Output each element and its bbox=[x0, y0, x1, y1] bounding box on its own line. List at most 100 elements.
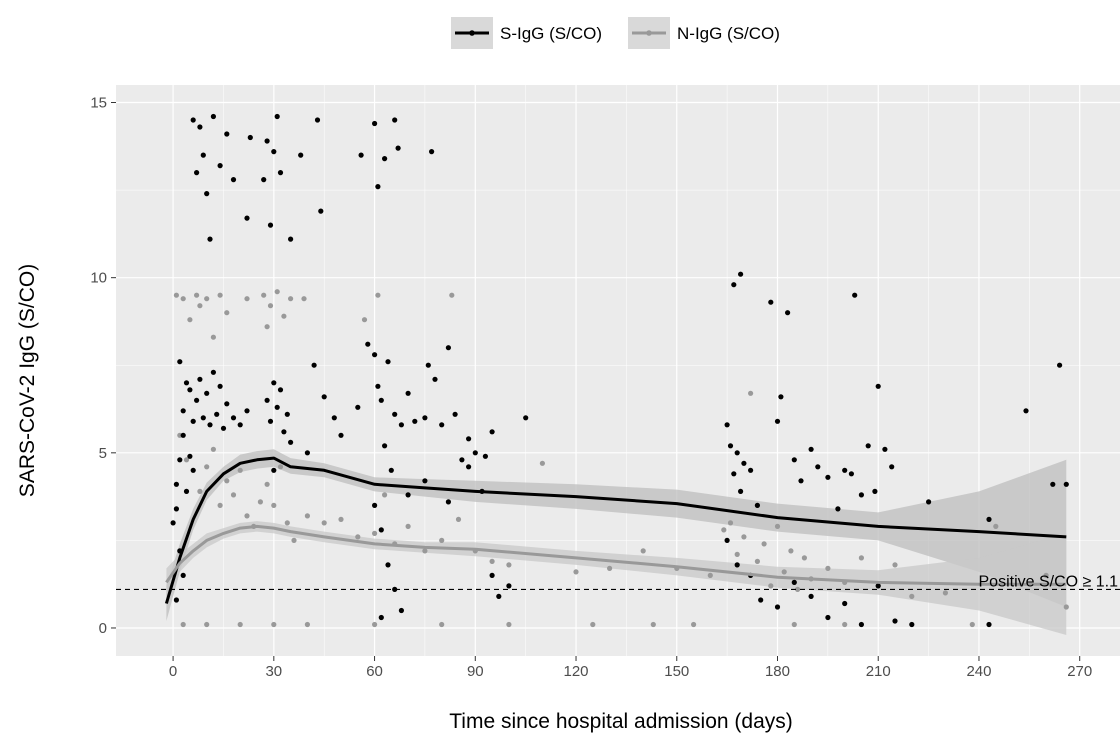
data-point-0 bbox=[926, 499, 932, 505]
data-point-0 bbox=[180, 432, 186, 438]
data-point-0 bbox=[986, 516, 992, 523]
data-point-0 bbox=[459, 457, 465, 463]
x-tick-label: 240 bbox=[966, 663, 991, 680]
data-point-0 bbox=[1063, 481, 1069, 487]
data-point-1 bbox=[721, 527, 727, 533]
x-tick-label: 60 bbox=[366, 663, 383, 680]
data-point-0 bbox=[1050, 481, 1056, 487]
data-point-1 bbox=[795, 586, 801, 593]
data-point-1 bbox=[267, 303, 274, 309]
data-point-0 bbox=[197, 376, 203, 382]
data-point-0 bbox=[173, 597, 179, 603]
data-point-0 bbox=[355, 404, 361, 410]
confidence-bands bbox=[166, 449, 1067, 635]
data-point-0 bbox=[724, 422, 730, 428]
x-tick-label: 180 bbox=[765, 663, 790, 680]
data-point-0 bbox=[372, 502, 378, 508]
data-point-1 bbox=[183, 457, 190, 463]
y-tick-label: 10 bbox=[90, 270, 107, 287]
data-point-0 bbox=[774, 604, 781, 610]
data-point-0 bbox=[439, 422, 445, 428]
data-point-0 bbox=[217, 383, 223, 389]
data-point-0 bbox=[170, 520, 176, 526]
data-point-0 bbox=[375, 383, 381, 389]
data-point-0 bbox=[858, 492, 865, 498]
data-point-1 bbox=[304, 621, 310, 628]
data-point-1 bbox=[640, 548, 646, 554]
data-point-1 bbox=[271, 502, 277, 508]
data-point-0 bbox=[798, 478, 804, 484]
data-point-1 bbox=[204, 464, 210, 470]
data-point-0 bbox=[731, 282, 737, 288]
legend-key-point-0 bbox=[469, 30, 475, 36]
data-point-0 bbox=[177, 457, 183, 463]
data-point-0 bbox=[385, 562, 391, 568]
data-point-1 bbox=[288, 296, 294, 302]
legend-label-0: S-IgG (S/CO) bbox=[500, 24, 602, 43]
data-point-0 bbox=[183, 488, 190, 494]
data-point-0 bbox=[758, 597, 764, 603]
data-point-0 bbox=[200, 415, 206, 421]
data-point-0 bbox=[177, 359, 183, 365]
data-point-0 bbox=[298, 152, 304, 158]
data-point-0 bbox=[372, 120, 378, 127]
x-tick-label: 210 bbox=[866, 663, 891, 680]
data-point-0 bbox=[365, 341, 371, 347]
data-point-1 bbox=[180, 621, 186, 628]
x-axis-ticks: 0 30 60 90 120 150 180 210 240 270 bbox=[169, 656, 1092, 680]
data-point-1 bbox=[825, 565, 831, 572]
data-point-1 bbox=[727, 520, 734, 526]
data-point-0 bbox=[392, 117, 398, 123]
data-point-1 bbox=[244, 296, 250, 302]
data-point-0 bbox=[768, 299, 774, 305]
data-point-1 bbox=[264, 481, 270, 487]
data-point-1 bbox=[180, 296, 186, 302]
data-point-0 bbox=[405, 390, 411, 396]
data-point-0 bbox=[734, 562, 740, 568]
data-point-1 bbox=[257, 499, 263, 505]
data-point-1 bbox=[754, 558, 761, 565]
data-point-0 bbox=[741, 460, 747, 466]
data-point-0 bbox=[875, 383, 881, 389]
data-point-1 bbox=[741, 534, 747, 540]
data-point-0 bbox=[432, 376, 438, 382]
data-point-0 bbox=[288, 236, 294, 242]
data-point-0 bbox=[842, 467, 848, 473]
data-point-1 bbox=[942, 590, 949, 596]
data-point-0 bbox=[466, 436, 472, 442]
data-point-0 bbox=[489, 572, 495, 579]
data-point-0 bbox=[271, 467, 277, 473]
data-point-0 bbox=[445, 345, 451, 351]
reference-line-label: Positive S/CO ≥ 1.1 bbox=[979, 573, 1119, 590]
data-point-0 bbox=[194, 397, 200, 403]
data-point-0 bbox=[200, 152, 206, 158]
data-point-0 bbox=[210, 113, 216, 120]
data-point-0 bbox=[220, 425, 227, 431]
data-point-0 bbox=[190, 418, 196, 424]
data-point-1 bbox=[224, 310, 230, 316]
data-point-0 bbox=[358, 152, 364, 158]
data-point-1 bbox=[194, 292, 200, 298]
data-point-1 bbox=[1043, 572, 1049, 579]
data-point-1 bbox=[449, 292, 455, 298]
data-point-0 bbox=[378, 397, 384, 403]
data-point-1 bbox=[291, 537, 297, 544]
data-point-0 bbox=[382, 443, 388, 449]
data-point-0 bbox=[388, 467, 394, 473]
data-point-0 bbox=[842, 600, 848, 607]
y-tick-label: 15 bbox=[90, 95, 107, 112]
data-point-0 bbox=[237, 422, 243, 428]
data-point-0 bbox=[986, 621, 992, 628]
legend-item-1: N-IgG (S/CO) bbox=[628, 17, 780, 49]
confidence-band-1 bbox=[166, 521, 1067, 635]
data-point-0 bbox=[738, 271, 744, 277]
data-point-0 bbox=[204, 390, 210, 396]
data-point-0 bbox=[808, 446, 814, 452]
reference-line-group: Positive S/CO ≥ 1.1 bbox=[116, 573, 1120, 590]
data-point-0 bbox=[791, 579, 797, 586]
data-point-0 bbox=[304, 450, 310, 456]
data-point-0 bbox=[872, 488, 878, 494]
data-point-0 bbox=[173, 506, 179, 512]
x-tick-label: 30 bbox=[265, 663, 282, 680]
